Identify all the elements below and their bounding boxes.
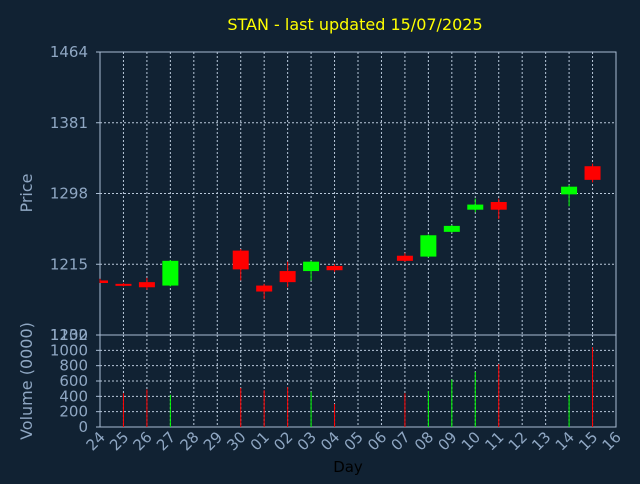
price-tick-label: 1464: [50, 43, 88, 61]
candle-body-24: [100, 280, 108, 284]
x-tick-label: 01: [247, 428, 273, 454]
candle-body-07: [396, 255, 413, 261]
candle-body-25: [115, 283, 132, 286]
volume-axis-title: Volume (0000): [17, 322, 36, 440]
x-axis-title: Day: [333, 458, 363, 476]
x-tick-label: 04: [317, 428, 343, 454]
x-tick-label: 05: [341, 428, 367, 454]
candle-body-15: [584, 166, 601, 180]
volume-tick-label: 200: [59, 403, 88, 421]
x-tick-label: 12: [505, 428, 531, 454]
x-tick-label: 27: [153, 428, 179, 454]
candle-body-10: [467, 204, 484, 210]
x-tick-label: 25: [106, 428, 132, 454]
x-tick-label: 30: [223, 428, 249, 454]
volume-tick-label: 0: [78, 418, 88, 436]
candle-body-09: [443, 225, 460, 232]
volume-tick-label: 800: [59, 357, 88, 375]
x-tick-label: 29: [200, 428, 226, 454]
candle-body-14: [561, 186, 578, 195]
price-tick-label: 1298: [50, 185, 88, 203]
x-tick-label: 13: [528, 428, 554, 454]
candle-body-03: [303, 261, 320, 272]
candle-body-01: [256, 285, 273, 292]
volume-tick-label: 400: [59, 387, 88, 405]
chart-title: STAN - last updated 15/07/2025: [227, 15, 482, 34]
x-tick-label: 26: [130, 428, 156, 454]
candle-body-04: [326, 265, 343, 271]
x-tick-label: 10: [458, 428, 484, 454]
x-tick-label: 02: [270, 428, 296, 454]
volume-tick-label: 600: [59, 372, 88, 390]
x-tick-label: 14: [552, 428, 578, 454]
price-tick-label: 1132: [50, 326, 88, 344]
x-tick-label: 07: [388, 428, 414, 454]
candle-body-27: [162, 260, 179, 286]
x-tick-label: 09: [434, 428, 460, 454]
x-tick-label: 15: [575, 428, 601, 454]
price-tick-label: 1215: [50, 255, 88, 273]
price-axis-title: Price: [17, 173, 36, 212]
candle-body-26: [138, 282, 155, 288]
price-tick-label: 1381: [50, 114, 88, 132]
candle-body-30: [232, 250, 249, 270]
candle-body-02: [279, 271, 296, 283]
x-tick-label: 08: [411, 428, 437, 454]
candle-body-08: [420, 235, 437, 257]
volume-tick-label: 1200: [50, 326, 88, 344]
x-tick-label: 28: [176, 428, 202, 454]
x-tick-label: 06: [364, 428, 390, 454]
volume-tick-label: 1000: [50, 341, 88, 359]
x-tick-label: 16: [599, 428, 625, 454]
candle-body-11: [490, 202, 507, 210]
x-tick-label: 03: [294, 428, 320, 454]
x-tick-label: 11: [481, 428, 507, 454]
